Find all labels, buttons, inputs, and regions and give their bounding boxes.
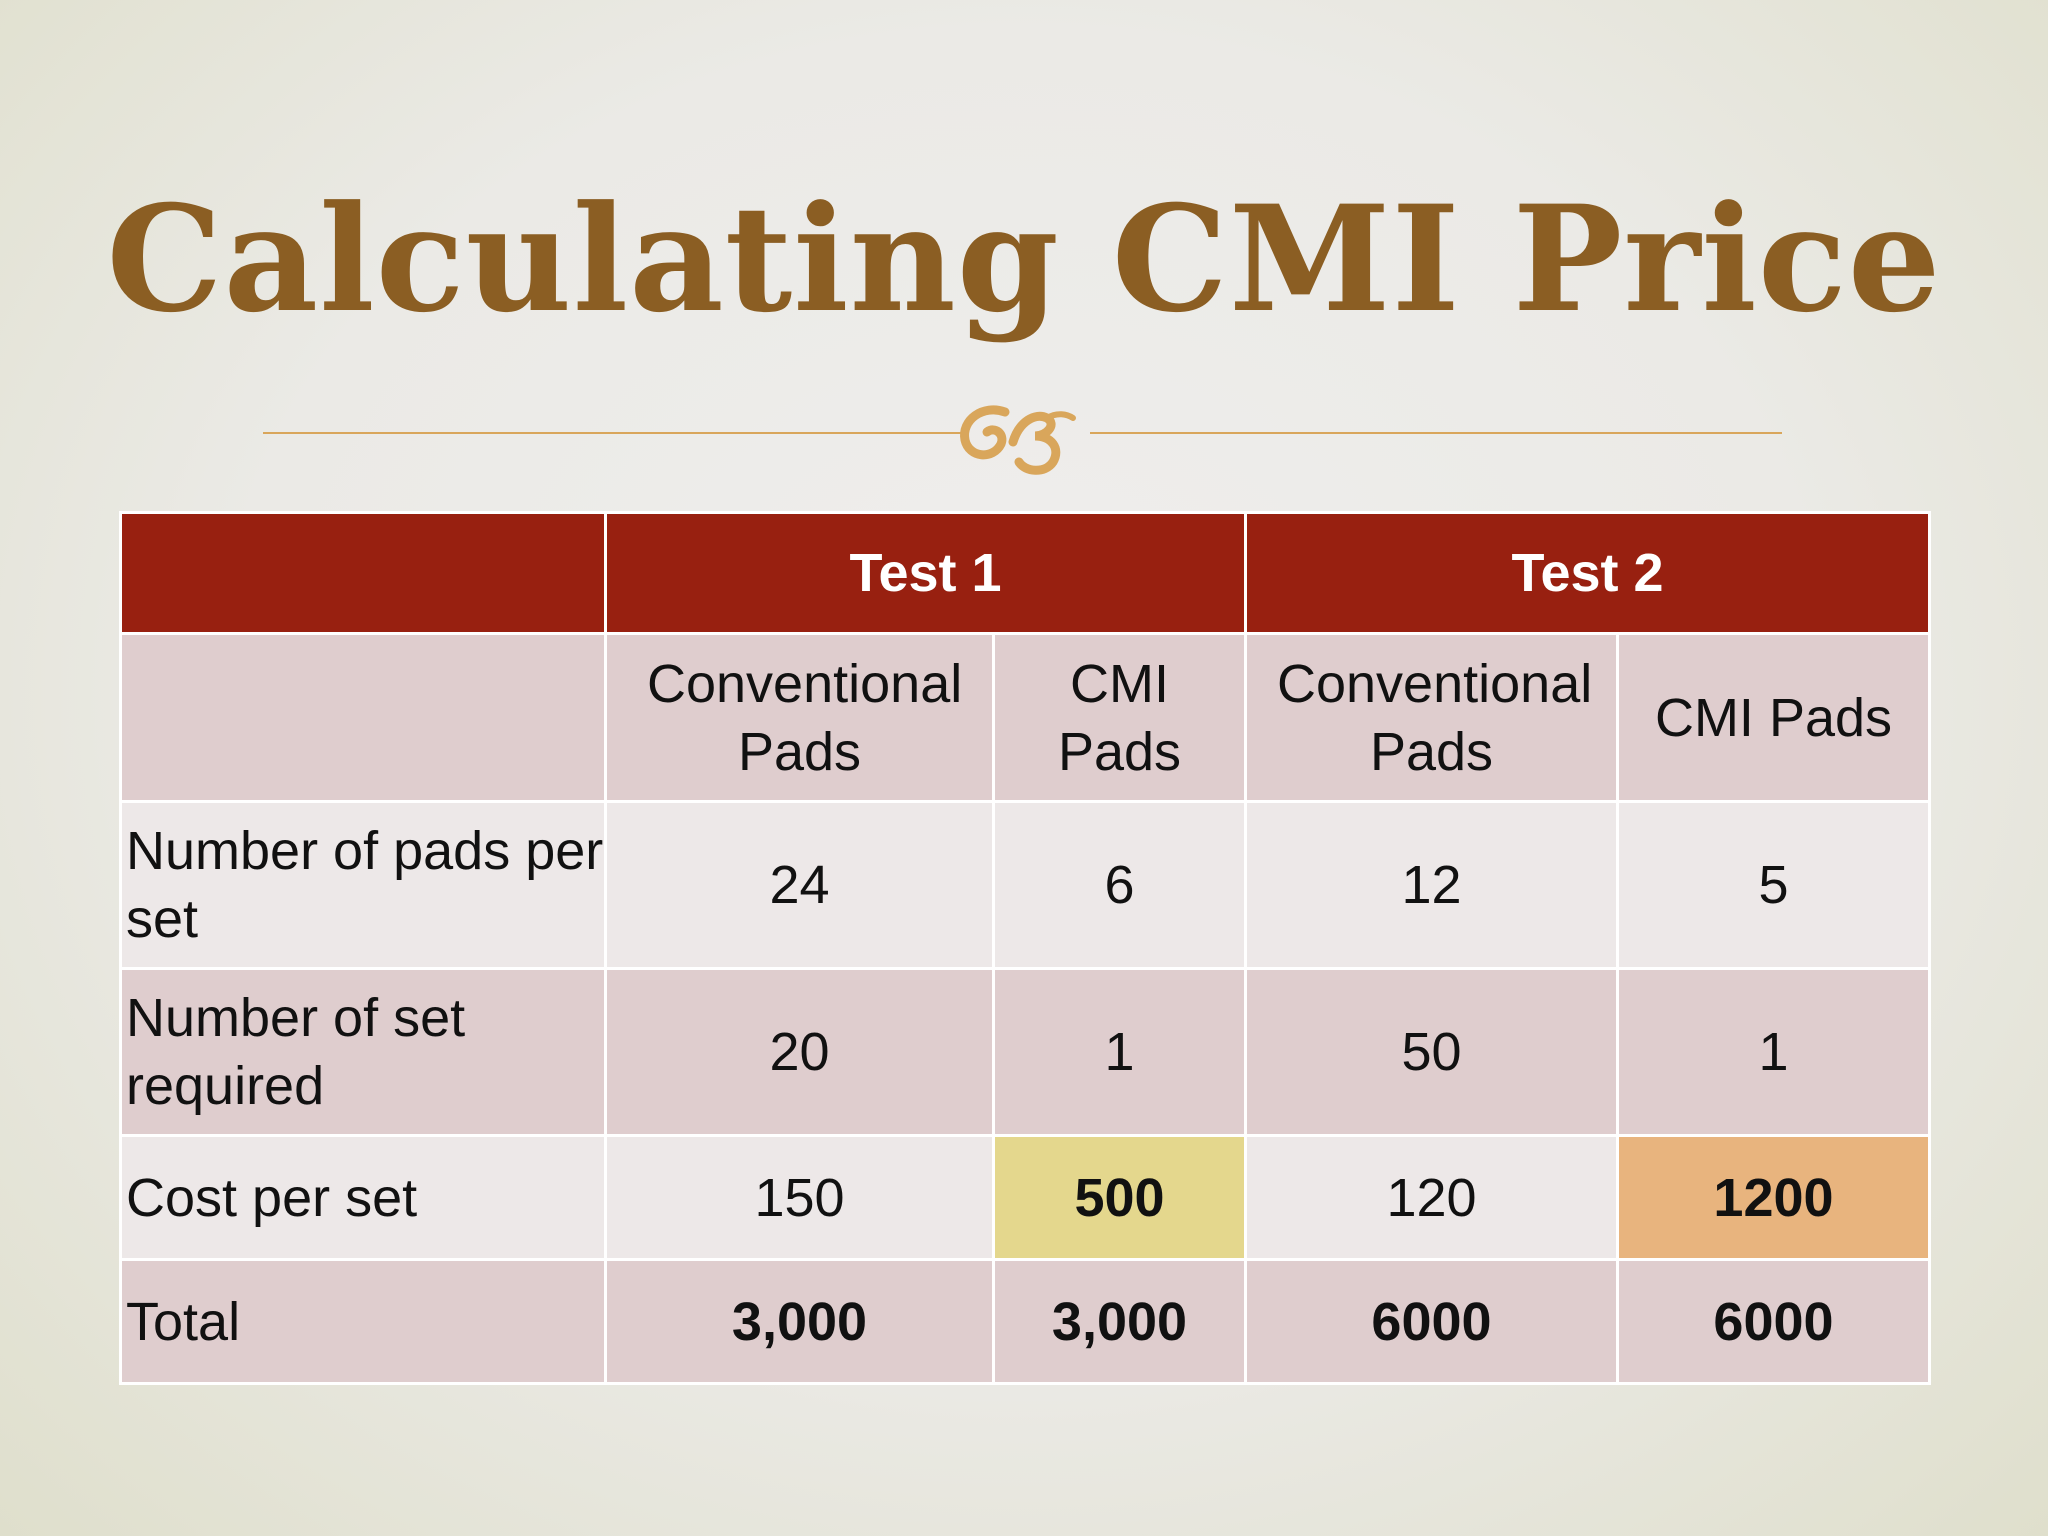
cell-total: 6000 [1244, 1258, 1619, 1385]
cell-total: 3,000 [992, 1258, 1247, 1385]
table-group-header-row: Test 1 Test 2 [119, 511, 1931, 635]
cell-value: 50 [1244, 967, 1619, 1137]
header-empty-cell [119, 511, 607, 635]
cell-value: 24 [604, 800, 995, 970]
cell-value-highlighted: 500 [992, 1134, 1247, 1261]
cell-value: 1 [1616, 967, 1931, 1137]
title-divider-left [263, 432, 963, 434]
table-row: Number of pads per set 24 6 12 5 [119, 800, 1931, 970]
table-row: Total 3,000 3,000 6000 6000 [119, 1258, 1931, 1385]
cell-value: 1 [992, 967, 1247, 1137]
subheader-test2-conventional: Conventional Pads [1244, 632, 1619, 803]
group-header-test-2: Test 2 [1244, 511, 1931, 635]
subheader-test1-cmi: CMI Pads [992, 632, 1247, 803]
subheader-empty-cell [119, 632, 607, 803]
row-label-total: Total [119, 1258, 607, 1385]
cell-value: 20 [604, 967, 995, 1137]
row-label-sets-required: Number of set required [119, 967, 607, 1137]
cell-value: 120 [1244, 1134, 1619, 1261]
cell-value: 6 [992, 800, 1247, 970]
price-table: Test 1 Test 2 Conventional Pads CMI Pads… [119, 511, 1931, 1385]
cell-value: 12 [1244, 800, 1619, 970]
subheader-test1-conventional: Conventional Pads [604, 632, 995, 803]
row-label-pads-per-set: Number of pads per set [119, 800, 607, 970]
cell-value: 150 [604, 1134, 995, 1261]
group-header-test-1: Test 1 [604, 511, 1247, 635]
flourish-ornament-icon [960, 405, 1076, 475]
cell-value: 5 [1616, 800, 1931, 970]
row-label-cost-per-set: Cost per set [119, 1134, 607, 1261]
cell-total: 6000 [1616, 1258, 1931, 1385]
cell-total: 3,000 [604, 1258, 995, 1385]
table-subheader-row: Conventional Pads CMI Pads Conventional … [119, 632, 1931, 803]
slide-title: Calculating CMI Price [106, 174, 1942, 345]
cell-value-highlighted: 1200 [1616, 1134, 1931, 1261]
table-row: Cost per set 150 500 120 1200 [119, 1134, 1931, 1261]
subheader-test2-cmi: CMI Pads [1616, 632, 1931, 803]
table-row: Number of set required 20 1 50 1 [119, 967, 1931, 1137]
title-divider-right [1090, 432, 1782, 434]
